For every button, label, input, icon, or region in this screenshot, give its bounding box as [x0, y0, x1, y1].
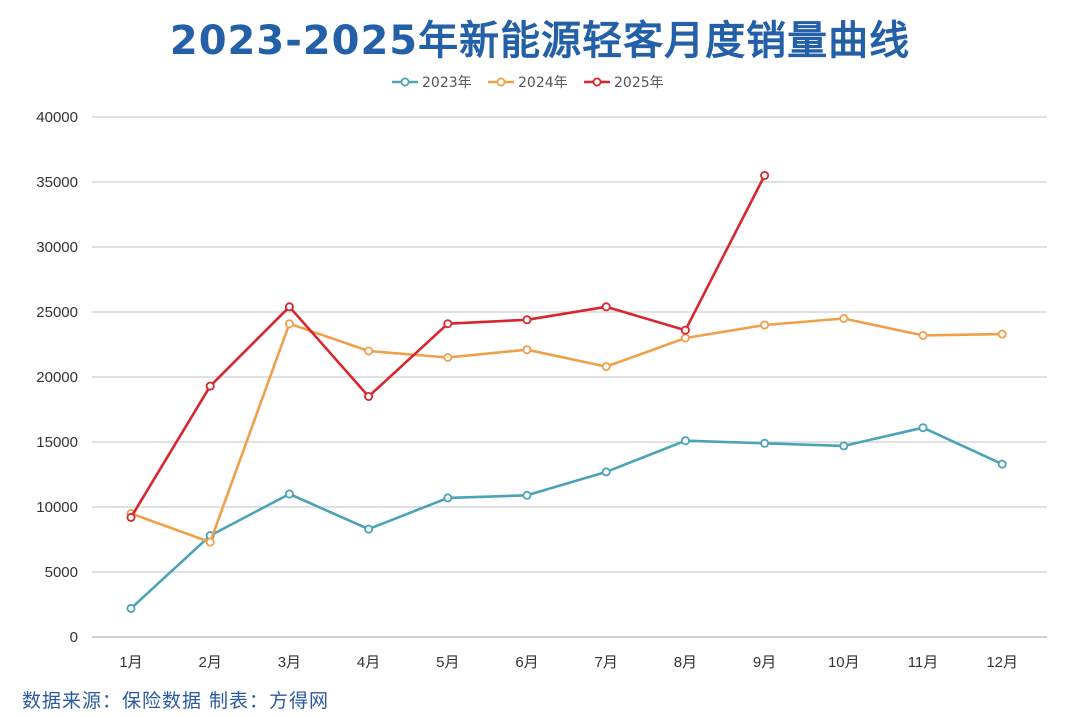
y-tick-label: 20000 [36, 369, 78, 386]
legend-swatch-marker [496, 77, 506, 87]
series-line [129, 174, 766, 519]
legend-swatch-marker [592, 77, 602, 87]
x-tick-label: 10月 [828, 654, 860, 671]
data-point [443, 319, 453, 329]
data-point [364, 524, 374, 534]
data-point [601, 467, 611, 477]
legend-label: 2024年 [518, 75, 568, 91]
data-point [205, 381, 215, 391]
x-tick-label: 1月 [119, 654, 142, 671]
chart-title: 2023-2025年新能源轻客月度销量曲线 [169, 18, 911, 64]
data-point [443, 352, 453, 362]
data-point [680, 436, 690, 446]
data-point [284, 489, 294, 499]
data-point [522, 345, 532, 355]
data-point [760, 170, 770, 180]
y-tick-label: 5000 [45, 564, 78, 581]
series-3 [126, 170, 770, 522]
y-tick-label: 15000 [36, 434, 78, 451]
data-point [522, 490, 532, 500]
data-point [284, 302, 294, 312]
x-tick-label: 3月 [278, 654, 301, 671]
data-point [126, 512, 136, 522]
data-point [680, 325, 690, 335]
data-point [918, 330, 928, 340]
x-tick-label: 8月 [674, 654, 697, 671]
legend-swatch-marker [400, 77, 410, 87]
x-tick-label: 4月 [357, 654, 380, 671]
data-point [601, 362, 611, 372]
legend: 2023年 2024年 2025年 [392, 75, 664, 91]
legend-label: 2025年 [614, 75, 664, 91]
data-point [364, 391, 374, 401]
legend-item: 2023年 [392, 75, 472, 91]
data-point [126, 603, 136, 613]
data-point [997, 459, 1007, 469]
y-tick-label: 0 [70, 629, 78, 646]
y-tick-label: 10000 [36, 499, 78, 516]
x-tick-label: 2月 [199, 654, 222, 671]
series-2 [126, 313, 1007, 547]
data-point [760, 438, 770, 448]
data-point [760, 320, 770, 330]
data-point [522, 315, 532, 325]
x-axis-ticks: 1月 2月 3月 4月 5月 6月 7月 8月 9月 10月 11月 12月 [119, 654, 1018, 671]
x-tick-label: 5月 [436, 654, 459, 671]
x-tick-label: 6月 [515, 654, 538, 671]
data-point [364, 346, 374, 356]
y-tick-label: 30000 [36, 239, 78, 256]
y-axis-ticks: 0 5000 10000 15000 20000 25000 30000 35000 40000 [36, 109, 78, 646]
legend-item: 2025年 [584, 75, 664, 91]
data-point [205, 537, 215, 547]
x-tick-label: 11月 [908, 654, 939, 671]
legend-label: 2023年 [422, 75, 472, 91]
grid-lines [92, 116, 1047, 638]
data-point [284, 319, 294, 329]
legend-item: 2024年 [488, 75, 568, 91]
data-point [839, 441, 849, 451]
data-point [443, 493, 453, 503]
y-tick-label: 40000 [36, 109, 78, 126]
x-tick-label: 7月 [595, 654, 618, 671]
data-point [839, 313, 849, 323]
series-line [129, 426, 1004, 610]
series-line [129, 317, 1004, 544]
y-tick-label: 25000 [36, 304, 78, 321]
data-point [680, 333, 690, 343]
x-tick-label: 12月 [986, 654, 1018, 671]
y-tick-label: 35000 [36, 174, 78, 191]
data-point [997, 329, 1007, 339]
series-lines [126, 170, 1007, 613]
series-1 [126, 423, 1007, 613]
data-point [601, 302, 611, 312]
x-tick-label: 9月 [753, 654, 776, 671]
data-point [918, 423, 928, 433]
source-note: 数据来源：保险数据 制表：方得网 [22, 690, 330, 712]
